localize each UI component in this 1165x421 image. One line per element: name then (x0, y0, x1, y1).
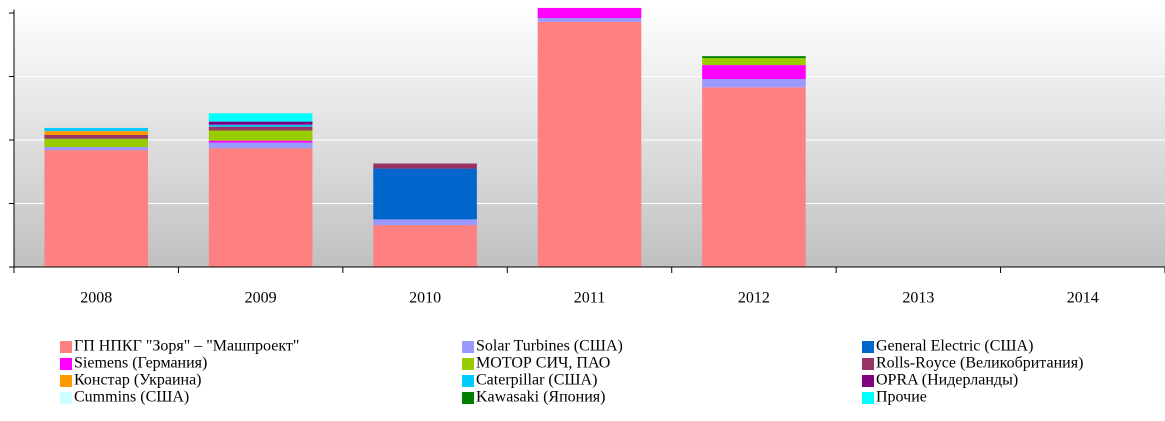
x-tick-label: 2009 (245, 290, 277, 307)
bar-segment (44, 134, 149, 139)
bar-segment (702, 79, 806, 88)
bar-segment (44, 150, 149, 267)
bar-segment (702, 65, 806, 80)
bar-segment (208, 113, 313, 122)
legend-swatch (60, 392, 72, 404)
legend-label: Siemens (Германия) (74, 355, 207, 372)
legend-label: Caterpillar (США) (476, 372, 597, 389)
legend-swatch (862, 358, 874, 370)
bar-segment (208, 126, 313, 131)
legend-swatch (462, 358, 474, 370)
bar-segment (44, 127, 149, 132)
bar-segment (702, 58, 806, 66)
x-tick-label: 2014 (1067, 290, 1099, 307)
bar-segment (44, 146, 149, 151)
x-tick-label: 2008 (80, 290, 112, 307)
x-tick-label: 2013 (902, 290, 934, 307)
legend-swatch (462, 375, 474, 387)
x-tick-label: 2010 (409, 290, 441, 307)
bar-segment (44, 131, 149, 135)
x-tick-label: 2011 (574, 290, 605, 307)
legend-label: Cummins (США) (74, 389, 189, 406)
legend-label: Rolls-Royce (Великобритания) (876, 355, 1083, 372)
legend-label: ГП НПКГ "Зоря" – "Машпроект" (74, 338, 299, 355)
legend-label: Прочие (876, 389, 927, 406)
bar-segment (208, 124, 313, 127)
bar-segment (537, 7, 642, 19)
legend-label: Kawasaki (Япония) (476, 389, 605, 406)
bar-segment (702, 87, 806, 267)
bar-segment (537, 21, 642, 267)
bar-segment (208, 121, 313, 125)
bar-segment (373, 163, 477, 169)
legend-label: Solar Turbines (США) (476, 338, 623, 355)
legend-swatch (462, 392, 474, 404)
bar-segment (44, 138, 149, 147)
legend-swatch (60, 358, 72, 370)
legend-swatch (60, 341, 72, 353)
bar-segment (373, 225, 477, 267)
bar-segment (208, 142, 313, 149)
bar-segment (702, 56, 806, 59)
legend-swatch (462, 341, 474, 353)
bar-segment (373, 168, 477, 220)
legend-swatch (862, 392, 874, 404)
legend-swatch (862, 341, 874, 353)
x-tick-label: 2012 (738, 290, 770, 307)
legend-label: General Electric (США) (876, 338, 1033, 355)
legend-swatch (60, 375, 72, 387)
legend-label: Констар (Украина) (74, 372, 202, 389)
bar-segment (208, 140, 313, 143)
bar-segment (373, 219, 477, 226)
legend-swatch (862, 375, 874, 387)
bar-segment (208, 148, 313, 267)
legend-label: МОТОР СИЧ, ПАО (476, 355, 610, 372)
bar-segment (537, 18, 642, 22)
bar-segment (208, 130, 313, 141)
legend-label: OPRA (Нидерланды) (876, 372, 1018, 389)
